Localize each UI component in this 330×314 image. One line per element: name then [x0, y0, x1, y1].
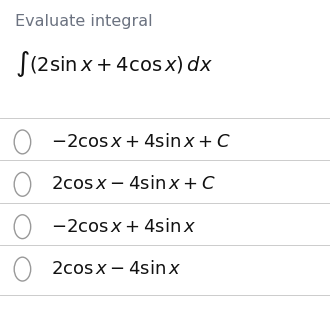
- Text: $2\cos x - 4\sin x + C$: $2\cos x - 4\sin x + C$: [51, 175, 216, 193]
- Text: Evaluate integral: Evaluate integral: [15, 14, 152, 29]
- Text: $-2\cos x + 4\sin x$: $-2\cos x + 4\sin x$: [51, 218, 197, 236]
- Text: $2\cos x - 4\sin x$: $2\cos x - 4\sin x$: [51, 260, 182, 278]
- Text: $\int (2\sin x + 4\cos x)\, dx$: $\int (2\sin x + 4\cos x)\, dx$: [15, 49, 213, 78]
- Text: $-2\cos x + 4\sin x + C$: $-2\cos x + 4\sin x + C$: [51, 133, 231, 151]
